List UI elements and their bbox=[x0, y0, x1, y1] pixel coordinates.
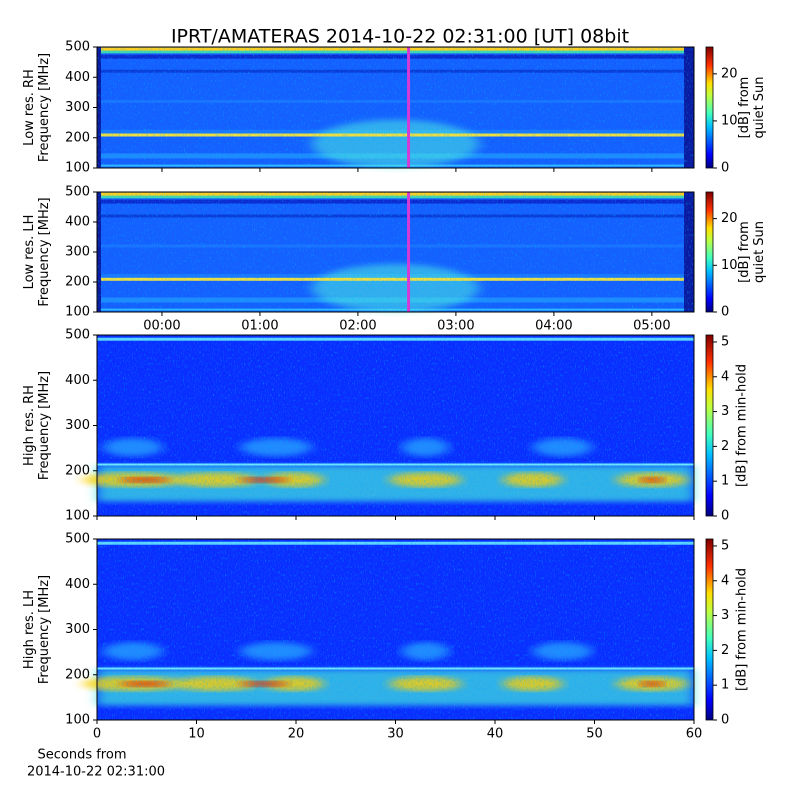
x-axis-label: Seconds from bbox=[37, 748, 126, 763]
colorbar-tick-label: 10 bbox=[721, 258, 738, 273]
x-tick-label: 40 bbox=[487, 727, 504, 742]
x-tick-label: 00:00 bbox=[143, 319, 180, 334]
y-tick-label: 500 bbox=[65, 185, 90, 200]
x-tick-label: 20 bbox=[288, 727, 305, 742]
colorbar-tick-label: 3 bbox=[721, 608, 729, 623]
colorbar bbox=[705, 191, 714, 313]
colorbar-tick-label: 20 bbox=[721, 66, 738, 81]
y-axis-label: Frequency [MHz] bbox=[37, 197, 52, 306]
colorbar-tick-label: 0 bbox=[721, 713, 729, 728]
y-tick-label: 500 bbox=[65, 532, 90, 547]
x-tick-label: 01:00 bbox=[241, 319, 278, 334]
x-tick-label: 30 bbox=[387, 727, 404, 742]
x-tick-label: 10 bbox=[188, 727, 205, 742]
spectrogram-noise bbox=[97, 192, 694, 312]
colorbar bbox=[705, 46, 714, 169]
spectrogram-noise bbox=[97, 335, 694, 516]
y-tick-label: 300 bbox=[65, 622, 90, 637]
y-tick-label: 400 bbox=[65, 70, 90, 85]
colorbar-label: [dB] from min-hold bbox=[735, 568, 750, 691]
colorbar-tick-label: 3 bbox=[721, 404, 729, 419]
colorbar-tick-label: 2 bbox=[721, 643, 729, 658]
y-tick-label: 200 bbox=[65, 130, 90, 145]
y-axis-label: High res. LH bbox=[22, 590, 37, 669]
y-tick-label: 400 bbox=[65, 577, 90, 592]
x-tick-label: 0 bbox=[93, 727, 101, 742]
y-tick-label: 100 bbox=[65, 509, 90, 524]
colorbar-label: [dB] from min-hold bbox=[735, 364, 750, 487]
y-tick-label: 500 bbox=[65, 328, 90, 343]
y-tick-label: 200 bbox=[65, 667, 90, 682]
y-tick-label: 300 bbox=[65, 100, 90, 115]
colorbar-tick-label: 5 bbox=[721, 334, 729, 349]
y-tick-label: 200 bbox=[65, 275, 90, 290]
panel: 100 200 300 400 500 High res. RH Frequency [MH… bbox=[22, 328, 750, 524]
y-tick-label: 200 bbox=[65, 463, 90, 478]
colorbar-tick-label: 20 bbox=[721, 211, 738, 226]
colorbar-tick-label: 0 bbox=[721, 509, 729, 524]
colorbar-tick-label: 2 bbox=[721, 439, 729, 454]
colorbar-tick-label: 1 bbox=[721, 474, 729, 489]
spectrogram-noise bbox=[97, 47, 694, 168]
y-axis-label: High res. RH bbox=[22, 385, 37, 466]
x-tick-label: 05:00 bbox=[633, 319, 670, 334]
colorbar-tick-label: 0 bbox=[721, 305, 729, 320]
colorbar-tick-label: 4 bbox=[721, 573, 729, 588]
spectrogram-noise bbox=[97, 539, 694, 720]
y-tick-label: 300 bbox=[65, 245, 90, 260]
colorbar-label: [dB] from bbox=[737, 77, 752, 139]
y-axis-label: Frequency [MHz] bbox=[37, 53, 52, 162]
colorbar-tick-label: 5 bbox=[721, 538, 729, 553]
colorbar-tick-label: 4 bbox=[721, 369, 729, 384]
x-tick-label: 03:00 bbox=[437, 319, 474, 334]
y-axis-label: Frequency [MHz] bbox=[37, 575, 52, 684]
colorbar-label: quiet Sun bbox=[752, 76, 767, 138]
x-tick-label: 60 bbox=[686, 727, 703, 742]
x-tick-label: 02:00 bbox=[339, 319, 376, 334]
y-tick-label: 400 bbox=[65, 215, 90, 230]
y-axis-label: Low res. LH bbox=[22, 215, 37, 290]
x-tick-label: 04:00 bbox=[535, 319, 572, 334]
y-tick-label: 300 bbox=[65, 418, 90, 433]
y-axis-label: Frequency [MHz] bbox=[37, 371, 52, 480]
colorbar-label: [dB] from bbox=[737, 221, 752, 283]
y-tick-label: 100 bbox=[65, 305, 90, 320]
colorbar-tick-label: 10 bbox=[721, 113, 738, 128]
x-tick-label: 50 bbox=[586, 727, 603, 742]
y-tick-label: 400 bbox=[65, 373, 90, 388]
y-axis-label: Low res. RH bbox=[22, 69, 37, 146]
colorbar bbox=[705, 334, 714, 517]
y-tick-label: 100 bbox=[65, 713, 90, 728]
colorbar-tick-label: 0 bbox=[721, 161, 729, 176]
colorbar bbox=[705, 538, 714, 721]
colorbar-label: quiet Sun bbox=[752, 221, 767, 283]
y-tick-label: 100 bbox=[65, 161, 90, 176]
y-tick-label: 500 bbox=[65, 40, 90, 55]
figure-title: IPRT/AMATERAS 2014-10-22 02:31:00 [UT] 0… bbox=[171, 26, 629, 48]
colorbar-tick-label: 1 bbox=[721, 678, 729, 693]
x-axis-label: 2014-10-22 02:31:00 bbox=[27, 765, 165, 780]
